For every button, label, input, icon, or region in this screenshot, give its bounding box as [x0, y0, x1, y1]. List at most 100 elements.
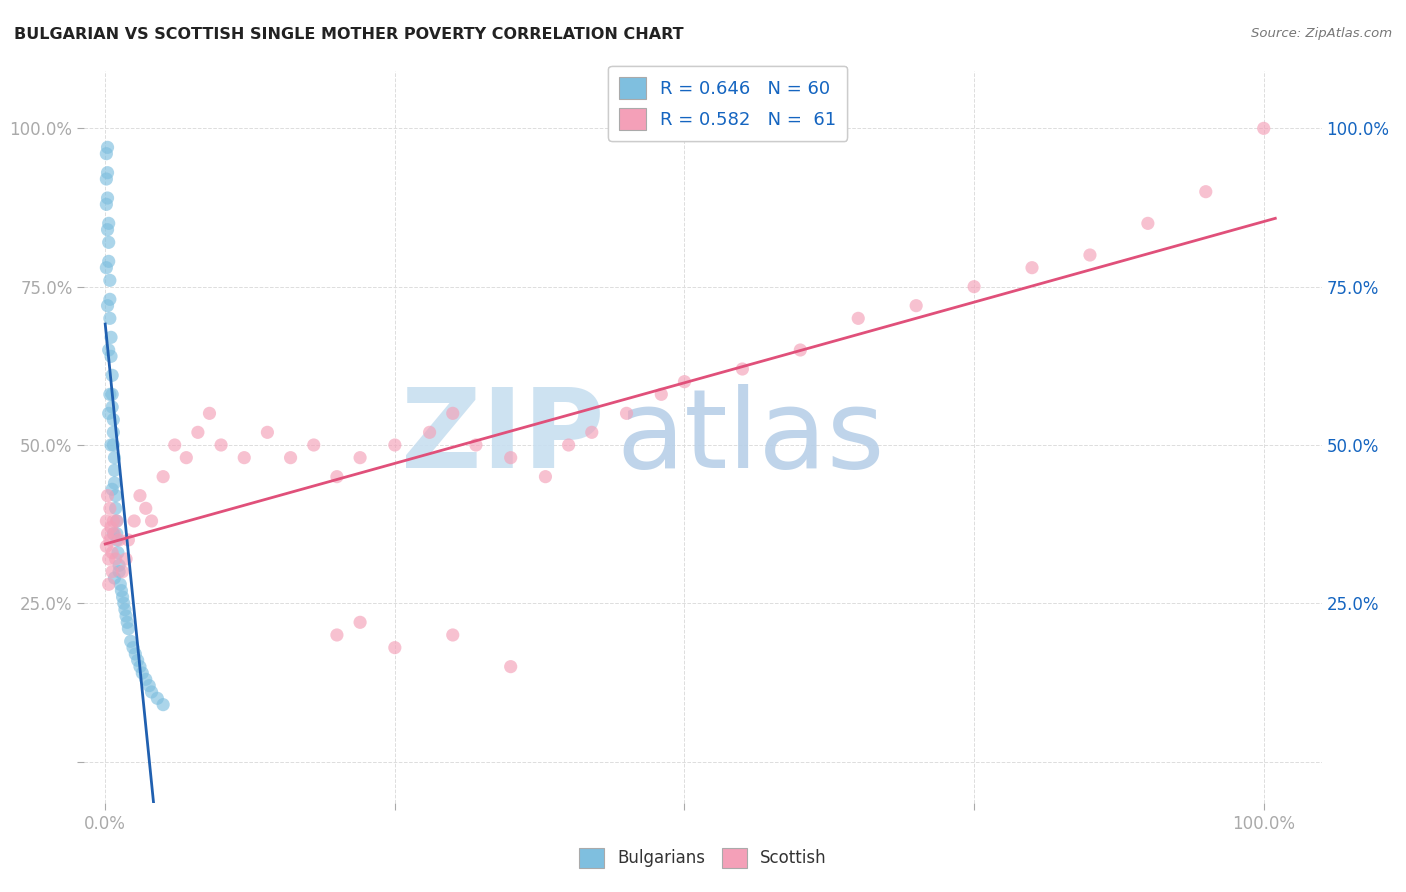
Point	[111, 590, 134, 604]
Point	[100, 349, 122, 363]
Point	[97, 254, 120, 268]
Point	[107, 546, 129, 560]
Point	[115, 615, 138, 630]
Point	[96, 191, 118, 205]
Point	[1078, 248, 1101, 262]
Point	[129, 659, 152, 673]
Point	[96, 146, 118, 161]
Point	[146, 691, 169, 706]
Point	[97, 577, 120, 591]
Point	[97, 216, 120, 230]
Point	[103, 526, 125, 541]
Point	[96, 197, 118, 211]
Point	[152, 469, 174, 483]
Text: Source: ZipAtlas.com: Source: ZipAtlas.com	[1251, 27, 1392, 40]
Point	[326, 628, 349, 642]
Point	[117, 533, 139, 547]
Point	[124, 647, 146, 661]
Point	[152, 698, 174, 712]
Point	[105, 514, 128, 528]
Text: ZIP: ZIP	[401, 384, 605, 491]
Point	[465, 438, 488, 452]
Point	[101, 565, 124, 579]
Point	[441, 406, 464, 420]
Point	[534, 469, 557, 483]
Point	[187, 425, 209, 440]
Point	[103, 463, 125, 477]
Point	[302, 438, 325, 452]
Point	[135, 673, 157, 687]
Point	[103, 526, 125, 541]
Point	[98, 387, 121, 401]
Point	[100, 330, 122, 344]
Point	[96, 299, 118, 313]
Point	[110, 583, 132, 598]
Point	[209, 438, 232, 452]
Point	[96, 260, 118, 275]
Point	[963, 279, 986, 293]
Point	[115, 552, 138, 566]
Point	[103, 412, 125, 426]
Point	[104, 552, 127, 566]
Point	[233, 450, 256, 465]
Text: BULGARIAN VS SCOTTISH SINGLE MOTHER POVERTY CORRELATION CHART: BULGARIAN VS SCOTTISH SINGLE MOTHER POVE…	[14, 27, 683, 42]
Point	[419, 425, 441, 440]
Point	[108, 558, 131, 573]
Point	[103, 450, 125, 465]
Point	[98, 501, 121, 516]
Point	[256, 425, 278, 440]
Point	[384, 438, 406, 452]
Point	[100, 520, 122, 534]
Point	[117, 622, 139, 636]
Point	[846, 311, 869, 326]
Point	[96, 222, 118, 236]
Point	[101, 387, 124, 401]
Point	[103, 514, 125, 528]
Point	[98, 533, 121, 547]
Point	[122, 514, 145, 528]
Point	[122, 640, 145, 655]
Point	[96, 140, 118, 154]
Point	[96, 539, 118, 553]
Point	[141, 685, 163, 699]
Point	[349, 615, 371, 630]
Point	[104, 489, 127, 503]
Legend: Bulgarians, Scottish: Bulgarians, Scottish	[572, 841, 834, 875]
Text: atlas: atlas	[616, 384, 884, 491]
Point	[105, 526, 128, 541]
Point	[138, 679, 160, 693]
Point	[114, 602, 136, 616]
Point	[141, 514, 163, 528]
Point	[108, 565, 131, 579]
Point	[101, 546, 124, 560]
Point	[97, 552, 120, 566]
Point	[98, 273, 121, 287]
Point	[96, 526, 118, 541]
Point	[101, 483, 124, 497]
Point	[1253, 121, 1275, 136]
Point	[103, 571, 125, 585]
Point	[96, 172, 118, 186]
Point	[198, 406, 221, 420]
Point	[557, 438, 579, 452]
Point	[105, 533, 128, 547]
Point	[789, 343, 811, 357]
Point	[115, 609, 138, 624]
Point	[499, 450, 522, 465]
Point	[103, 438, 125, 452]
Point	[1021, 260, 1043, 275]
Point	[98, 293, 121, 307]
Point	[280, 450, 302, 465]
Point	[905, 299, 928, 313]
Point	[97, 235, 120, 250]
Point	[108, 533, 131, 547]
Point	[120, 634, 142, 648]
Point	[97, 343, 120, 357]
Point	[105, 514, 128, 528]
Point	[101, 368, 124, 383]
Point	[96, 489, 118, 503]
Point	[98, 311, 121, 326]
Point	[103, 475, 125, 490]
Point	[673, 375, 696, 389]
Point	[100, 438, 122, 452]
